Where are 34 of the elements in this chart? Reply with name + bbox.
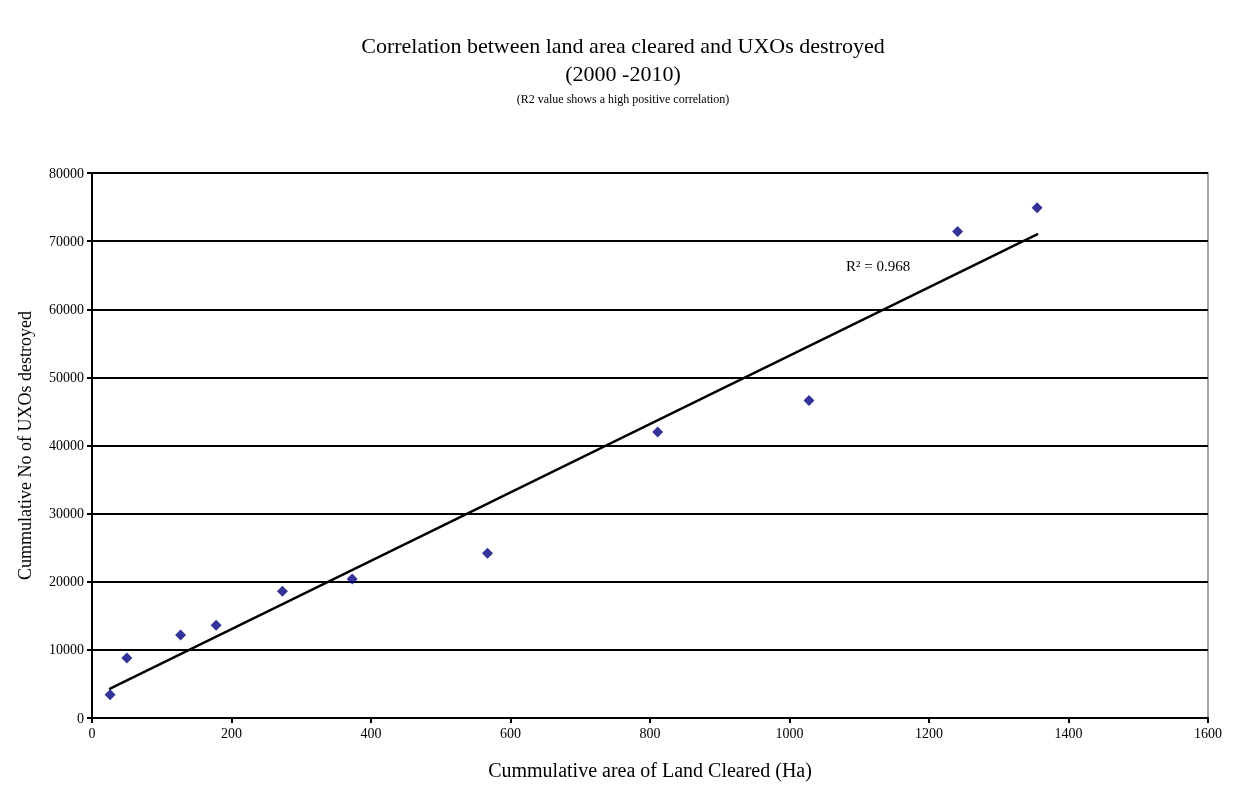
x-tick-label: 600: [500, 725, 521, 741]
y-tick-label: 70000: [49, 233, 84, 249]
x-axis-title: Cummulative area of Land Cleared (Ha): [488, 759, 812, 782]
y-tick-label: 80000: [49, 165, 84, 181]
chart-title: Correlation between land area cleared and UXOs destroyed (2000 -2010): [361, 32, 885, 86]
x-tick-label: 1400: [1054, 725, 1083, 741]
point: [952, 226, 964, 238]
point: [175, 629, 187, 641]
y-tick-label: 40000: [49, 438, 84, 453]
y-axis-title: Cummulative No of UXOs destroyed: [15, 311, 35, 580]
point: [481, 547, 493, 559]
annotation: R² = 0.968: [846, 257, 911, 274]
point: [121, 652, 133, 664]
x-tick-label: 1200: [915, 725, 943, 741]
y-tick-label: 50000: [49, 369, 84, 385]
y-tick-label: 30000: [49, 506, 84, 522]
x-tick-label: 0: [88, 725, 96, 741]
point: [803, 395, 815, 407]
chart-subtitle: (R2 value shows a high positive correlation): [516, 92, 730, 106]
point: [210, 619, 222, 631]
x-tick-label: 200: [221, 725, 242, 741]
x-tick-label: 400: [360, 725, 382, 741]
point: [276, 585, 288, 597]
point: [1031, 202, 1043, 214]
y-tick-label: 60000: [49, 301, 84, 317]
point: [104, 689, 116, 701]
y-tick-label: 10000: [49, 642, 84, 658]
y-tick-label: 20000: [49, 574, 84, 590]
x-tick-label: 1000: [775, 725, 804, 741]
point: [652, 426, 664, 438]
point: [346, 573, 358, 585]
x-tick-label: 1600: [1194, 725, 1222, 741]
x-tick-label: 800: [639, 725, 661, 741]
y-tick-label: 0: [77, 710, 84, 726]
